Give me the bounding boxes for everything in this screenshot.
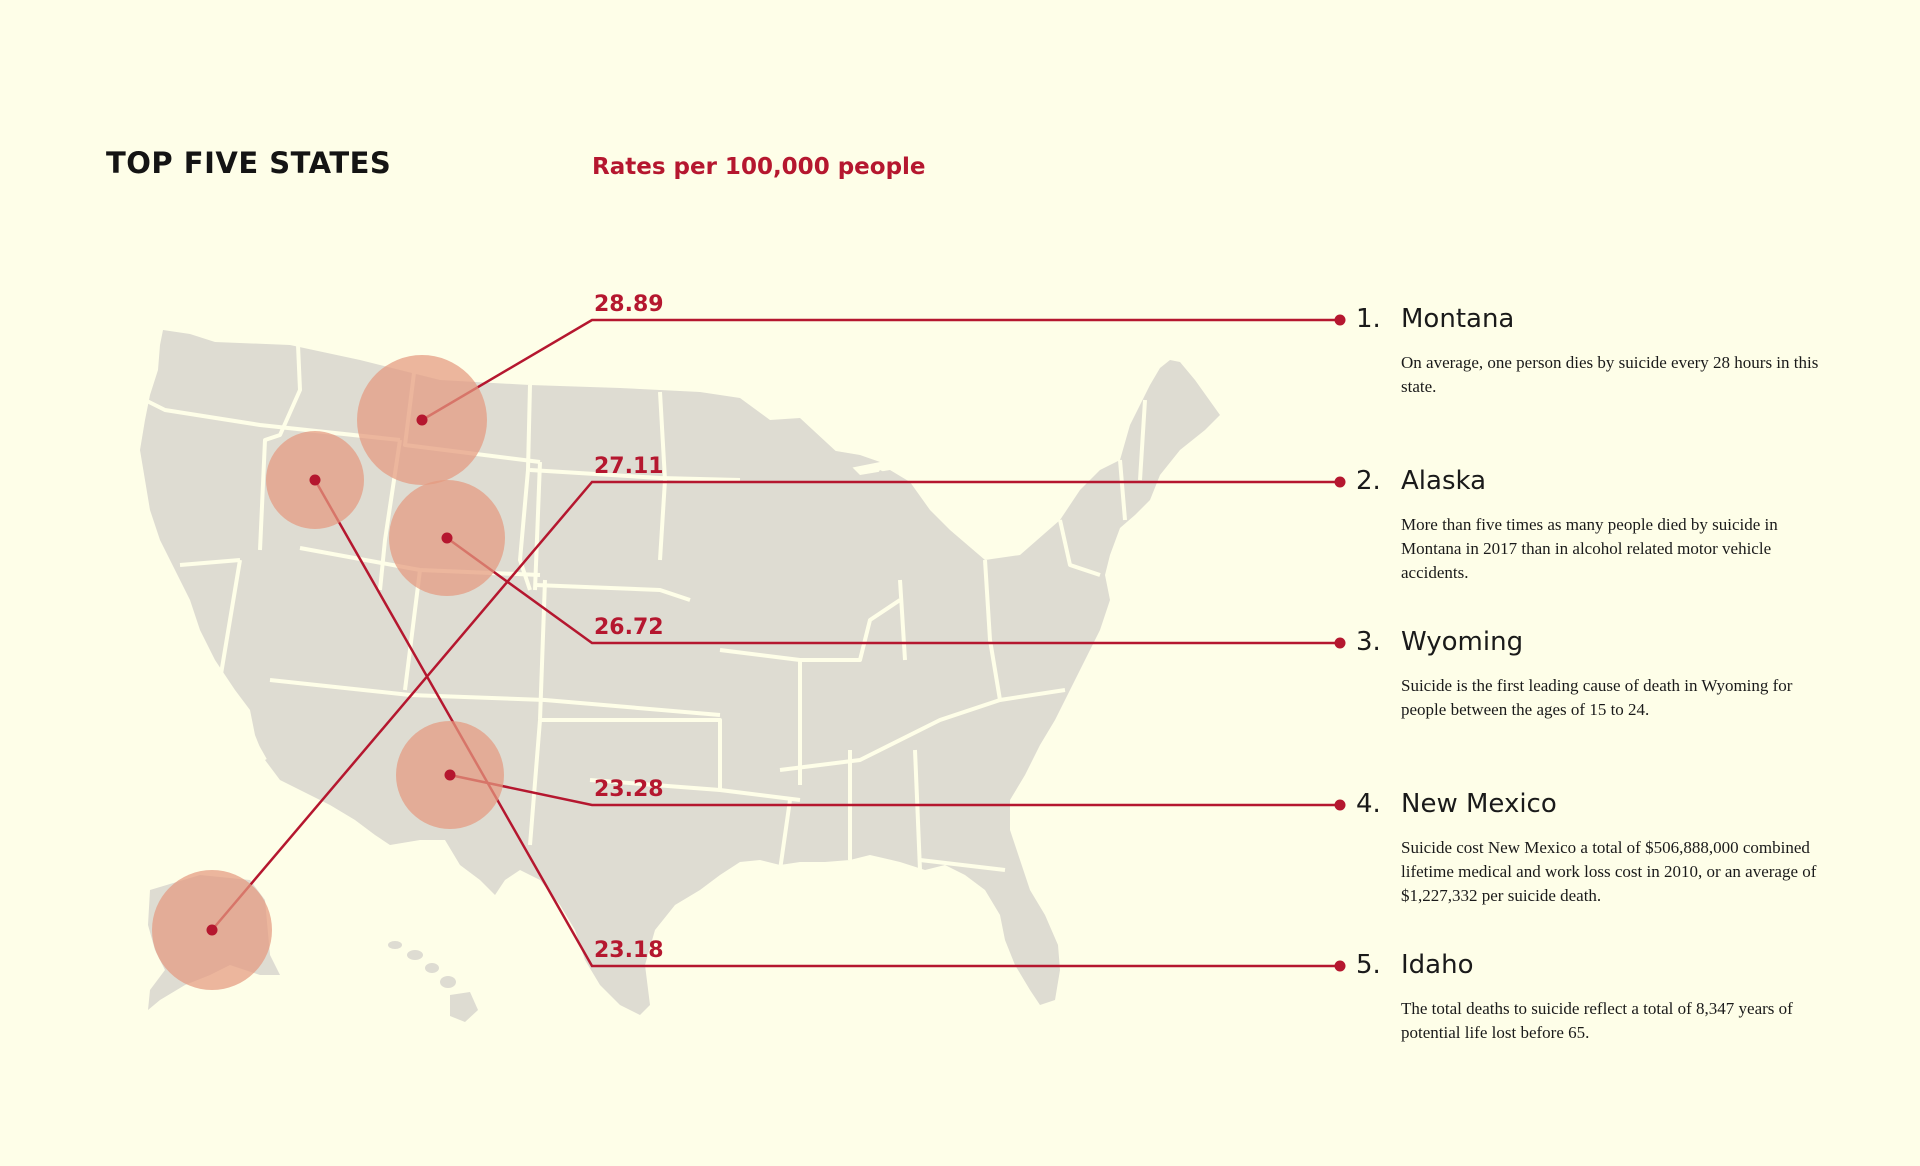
rank-number: 4. <box>1356 789 1381 819</box>
state-name: New Mexico <box>1401 789 1557 819</box>
dot-origin-idaho <box>309 474 321 486</box>
contiguous-us-shape <box>140 330 1220 1015</box>
dot-end-alaska <box>1334 476 1346 488</box>
state-borders <box>144 344 1147 872</box>
connector-montana <box>421 318 1340 422</box>
state-name: Wyoming <box>1401 627 1524 657</box>
dot-origin-montana <box>416 414 428 426</box>
dot-origin-new-mexico <box>444 769 456 781</box>
dot-end-montana <box>1334 314 1346 326</box>
rate-label-idaho: 23.18 <box>594 938 664 963</box>
michigan-shape <box>860 470 940 580</box>
state-description: More than five times as many people died… <box>1401 515 1778 582</box>
dot-end-wyoming <box>1334 637 1346 649</box>
connector-alaska <box>211 480 1340 931</box>
page-title: TOP FIVE STATES <box>106 146 392 180</box>
connector-wyoming <box>446 536 1340 645</box>
rank-number: 1. <box>1356 304 1381 334</box>
state-description: Suicide is the first leading cause of de… <box>1401 676 1793 719</box>
map-subtitle: Rates per 100,000 people <box>592 154 926 180</box>
us-map <box>140 330 1220 1015</box>
rank-number: 5. <box>1356 950 1381 980</box>
dot-end-idaho <box>1334 960 1346 972</box>
state-name: Idaho <box>1401 950 1474 980</box>
dot-origin-wyoming <box>441 532 453 544</box>
state-description: On average, one person dies by suicide e… <box>1401 353 1819 396</box>
state-description: The total deaths to suicide reflect a to… <box>1401 999 1793 1042</box>
rate-label-montana: 28.89 <box>594 292 664 317</box>
state-name: Alaska <box>1401 466 1487 496</box>
rate-labels: 28.89 27.11 26.72 23.28 23.18 <box>594 292 664 963</box>
connector-dots <box>206 314 1346 972</box>
connector-idaho <box>313 479 1340 968</box>
dot-end-new-mexico <box>1334 799 1346 811</box>
rank-number: 3. <box>1356 627 1381 657</box>
dot-origin-alaska <box>206 924 218 936</box>
rate-label-wyoming: 26.72 <box>594 615 664 640</box>
state-name: Montana <box>1401 304 1515 334</box>
hawaii-shape <box>388 941 478 1022</box>
rate-label-alaska: 27.11 <box>594 454 664 479</box>
rank-number: 2. <box>1356 466 1381 496</box>
rate-label-new-mexico: 23.28 <box>594 777 664 802</box>
state-description: Suicide cost New Mexico a total of $506,… <box>1401 838 1817 905</box>
upper-peninsula-shape <box>760 440 880 470</box>
